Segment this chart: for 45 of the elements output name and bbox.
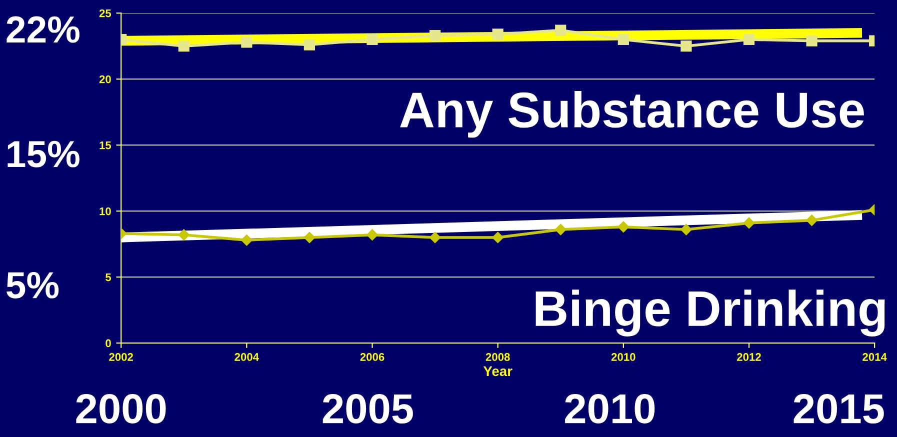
y-tick-label: 5 [106,273,112,282]
text: 2015 [794,394,884,424]
text: 2000 [76,394,166,424]
x-tick-label: 2004 [234,353,259,361]
point [680,40,692,52]
point [429,232,441,244]
point [429,30,441,42]
x-tick-label: 2006 [360,353,384,361]
y-tick-label: 0 [106,339,111,348]
x-tick-label: 2010 [611,353,636,361]
point [304,232,316,244]
point [241,234,252,246]
point [178,229,190,240]
point [178,40,190,52]
point [743,34,755,46]
point [680,224,692,236]
point [555,24,566,36]
text: 22% [6,16,80,43]
y-tick-label: 15 [100,141,112,150]
x-tick-label: 2012 [737,353,761,361]
annotation: Any Substance Use [400,91,864,138]
text: 2010 [565,394,655,424]
point [618,221,630,233]
point [743,217,755,229]
point [241,36,252,48]
y-tick-label: 25 [99,9,112,18]
x-tick-label: 2014 [862,353,887,361]
point [806,214,818,226]
point [555,224,566,236]
x-tick-label: 2008 [486,353,510,361]
annotation: Binge Drinking [536,290,885,336]
y-tick-label: 20 [99,75,111,84]
x-axis-title: Year [483,366,512,376]
point [366,34,378,46]
point [618,34,629,46]
point [492,232,504,244]
text: 5% [6,272,59,298]
y-tick-label: 10 [100,207,111,216]
point [366,229,378,240]
text: 2005 [322,394,413,424]
text: 15% [8,140,80,168]
x-tick-label: 2002 [109,353,134,361]
point [492,28,504,40]
point [806,35,818,46]
point [304,39,316,50]
